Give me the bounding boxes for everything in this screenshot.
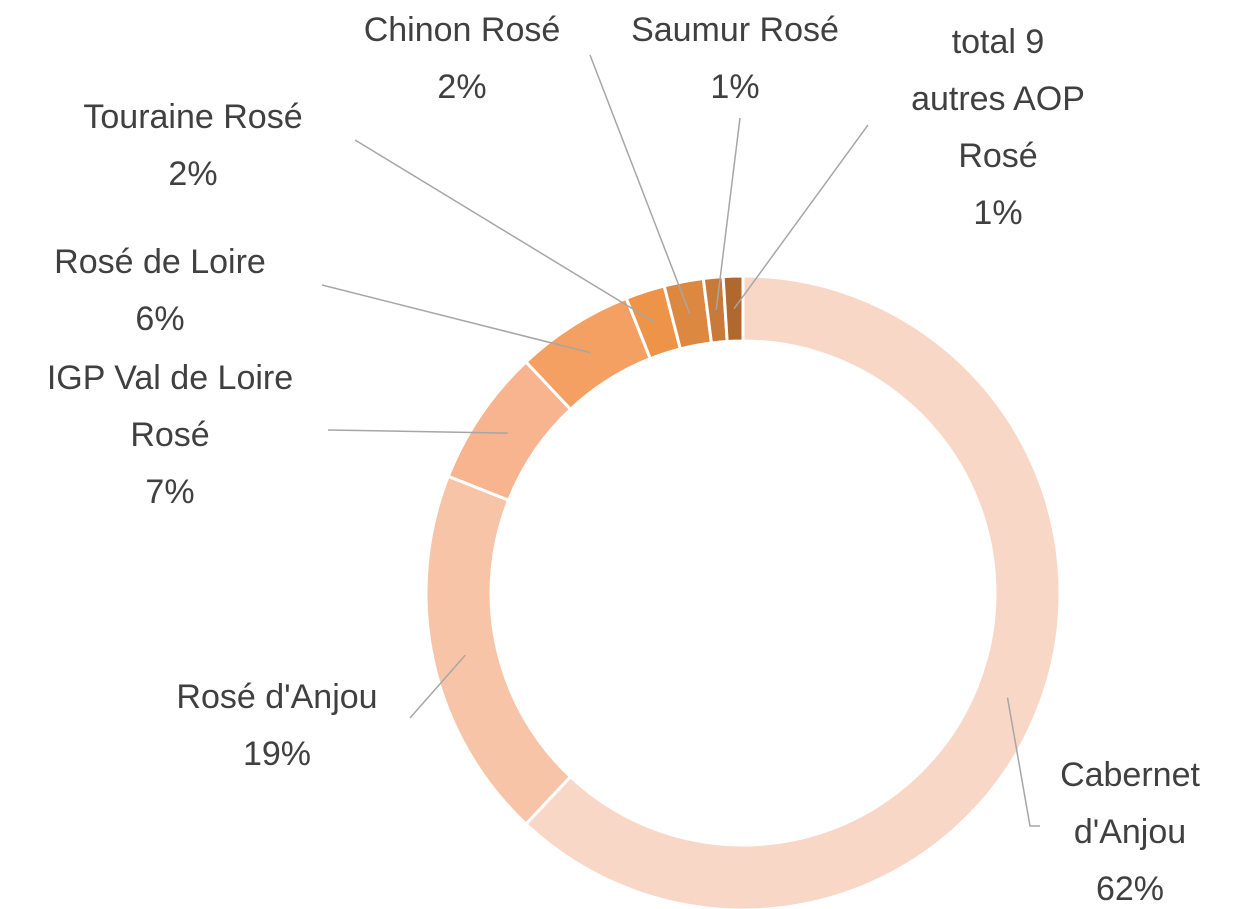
label-value: 6% (135, 300, 185, 338)
label-name: Rosé de Loire (54, 243, 266, 281)
donut-slice (721, 274, 745, 344)
label-value: 62% (1095, 870, 1165, 908)
leader-line (733, 124, 869, 310)
label-name: Chinon Rosé (363, 11, 561, 49)
data-label: Rosé de Loire 6% (0, 234, 320, 348)
data-label: IGP Val de Loire Rosé 7% (15, 350, 325, 521)
leader-line (354, 139, 656, 324)
label-name: Touraine Rosé (83, 98, 303, 136)
leader-line (589, 54, 691, 314)
label-name: Cabernet d'Anjou (1060, 756, 1200, 851)
data-label: Touraine Rosé 2% (33, 89, 353, 203)
label-value: 2% (437, 68, 487, 106)
leader-line (409, 654, 466, 719)
label-value: 19% (242, 735, 312, 773)
data-label: total 9 autres AOP Rosé 1% (903, 14, 1093, 242)
data-label: Saumur Rosé 1% (575, 2, 895, 116)
leader-line (715, 117, 741, 310)
label-value: 7% (145, 473, 195, 511)
label-name: Saumur Rosé (631, 11, 839, 49)
label-value: 2% (168, 155, 218, 193)
data-label: Chinon Rosé 2% (302, 2, 622, 116)
leader-line (321, 284, 591, 354)
label-name: IGP Val de Loire Rosé (46, 359, 294, 454)
data-label: Rosé d'Anjou 19% (117, 669, 437, 783)
leader-line (327, 429, 508, 434)
label-name: total 9 autres AOP Rosé (911, 23, 1085, 175)
label-value: 1% (710, 68, 760, 106)
leader-line (1006, 697, 1040, 827)
donut-slice (523, 274, 1062, 909)
label-value: 1% (973, 194, 1023, 232)
label-name: Rosé d'Anjou (176, 678, 378, 716)
donut-slice (424, 474, 573, 827)
data-label: Cabernet d'Anjou 62% (1035, 747, 1225, 909)
